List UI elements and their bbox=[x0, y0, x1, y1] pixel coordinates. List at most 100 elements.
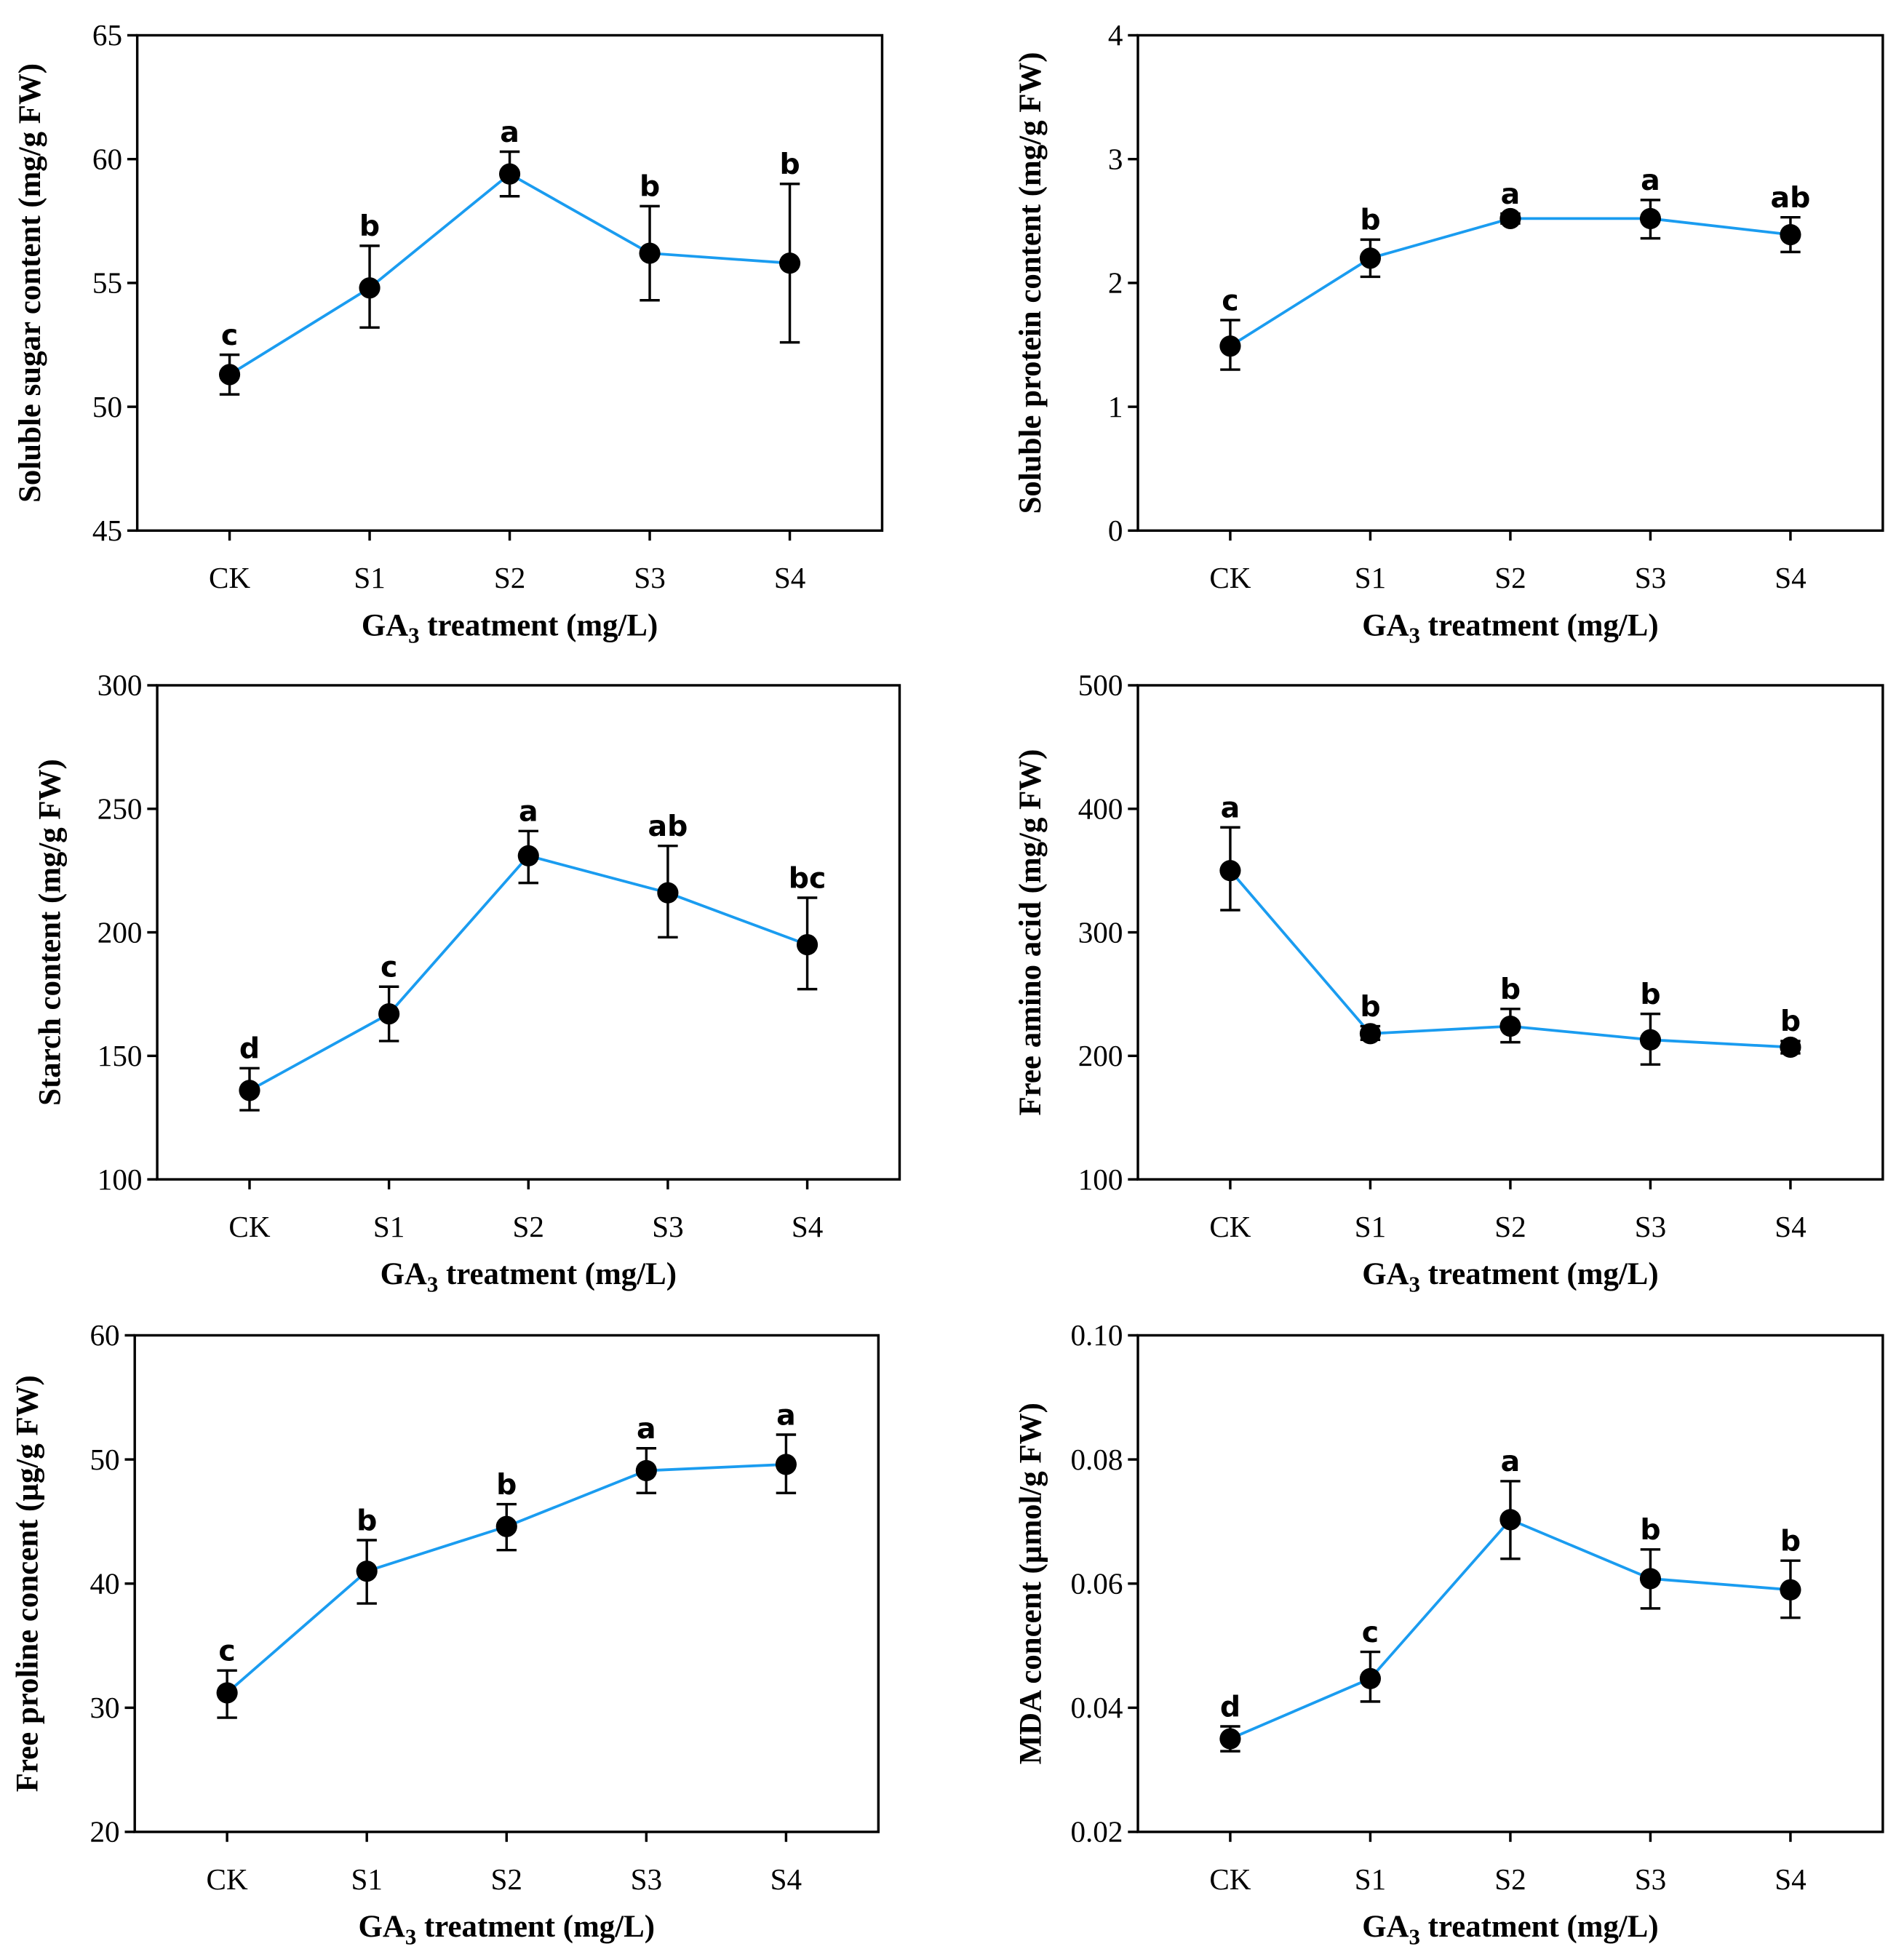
significance-letter: b bbox=[640, 170, 660, 204]
x-tick-label: S4 bbox=[774, 561, 805, 594]
x-axis-label-subscript: 3 bbox=[1409, 623, 1420, 648]
x-axis-label-part: GA bbox=[1362, 1257, 1409, 1291]
y-tick-label: 0.06 bbox=[1070, 1566, 1123, 1600]
significance-letter: a bbox=[519, 795, 538, 829]
x-tick-label: S3 bbox=[634, 561, 665, 594]
x-tick-label: S3 bbox=[1635, 561, 1666, 594]
significance-letter: d bbox=[1220, 1690, 1240, 1723]
x-axis-label-subscript: 3 bbox=[427, 1272, 438, 1296]
data-point bbox=[1219, 335, 1241, 357]
chart-panel-1: 45 50 55 60 65 CK S1 S2 S3 S4 GA3 treatment (mg/L)… bbox=[13, 18, 884, 648]
x-tick-label: S4 bbox=[792, 1210, 823, 1243]
data-point bbox=[635, 1459, 657, 1482]
data-point bbox=[356, 1561, 378, 1582]
x-tick-label: S3 bbox=[1635, 1210, 1666, 1243]
data-point bbox=[1499, 1016, 1521, 1037]
x-axis-label-part: GA bbox=[359, 1910, 405, 1944]
data-point bbox=[1499, 207, 1521, 229]
x-tick-label: CK bbox=[228, 1210, 270, 1243]
data-point bbox=[218, 364, 241, 386]
y-axis-label: Free proline concent (µg/g FW) bbox=[10, 1375, 44, 1792]
data-point bbox=[1780, 223, 1801, 246]
data-point bbox=[1219, 1728, 1241, 1750]
significance-letter: bc bbox=[789, 861, 826, 895]
significance-letter: b bbox=[1640, 978, 1660, 1011]
x-axis-label: GA3 treatment (mg/L) bbox=[362, 608, 658, 647]
data-point bbox=[239, 1080, 260, 1101]
x-axis-label-part: GA bbox=[362, 608, 408, 642]
series-line bbox=[249, 854, 808, 1092]
y-tick-label: 0 bbox=[1108, 514, 1123, 547]
significance-letter: b bbox=[359, 210, 380, 243]
x-tick-label: S3 bbox=[631, 1862, 662, 1896]
plot-frame bbox=[133, 1334, 880, 1833]
x-axis-label: GA3 treatment (mg/L) bbox=[1362, 608, 1658, 647]
y-tick-label: 30 bbox=[89, 1691, 119, 1724]
x-axis-label: GA3 treatment (mg/L) bbox=[381, 1257, 677, 1296]
y-axis-label: Free amino acid (mg/g FW) bbox=[1013, 749, 1048, 1116]
plot-frame bbox=[135, 33, 884, 533]
y-tick-label: 2 bbox=[1108, 266, 1123, 300]
x-axis-label-part: treatment (mg/L) bbox=[420, 608, 658, 642]
data-point bbox=[775, 1454, 797, 1475]
x-tick-label: S3 bbox=[652, 1210, 683, 1243]
x-axis-label-part: treatment (mg/L) bbox=[1420, 608, 1659, 642]
significance-letter: c bbox=[218, 1634, 235, 1667]
significance-letter: b bbox=[1500, 973, 1521, 1006]
x-tick-label: S2 bbox=[494, 561, 525, 594]
significance-letter: b bbox=[1780, 1005, 1801, 1038]
significance-letter: b bbox=[1360, 990, 1380, 1024]
x-tick-label: S4 bbox=[1774, 1862, 1806, 1896]
significance-letter: c bbox=[221, 319, 238, 352]
significance-letter: c bbox=[381, 951, 397, 984]
plot-frame bbox=[1136, 1334, 1884, 1833]
y-tick-label: 4 bbox=[1108, 18, 1123, 52]
x-tick-label: S2 bbox=[1494, 561, 1526, 594]
significance-letter: b bbox=[779, 148, 800, 181]
chart-panel-5: 20 30 40 50 60 CK S1 S2 S3 S4 GA3 treatment (mg/L)… bbox=[10, 1318, 880, 1949]
x-tick-label: CK bbox=[209, 561, 250, 594]
significance-letter: a bbox=[1221, 792, 1240, 825]
x-axis-label-subscript: 3 bbox=[1409, 1924, 1420, 1949]
significance-letter: ab bbox=[1771, 181, 1811, 215]
significance-letter: b bbox=[356, 1504, 377, 1537]
y-tick-label: 0.08 bbox=[1070, 1443, 1123, 1476]
y-tick-label: 3 bbox=[1108, 142, 1123, 175]
plot-frame bbox=[1136, 33, 1884, 533]
data-point bbox=[796, 933, 818, 956]
data-point bbox=[517, 845, 539, 866]
y-tick-label: 300 bbox=[1078, 915, 1123, 949]
significance-letter: a bbox=[1501, 1445, 1521, 1478]
y-tick-label: 1 bbox=[1108, 390, 1123, 423]
y-tick-label: 50 bbox=[92, 390, 122, 423]
data-point bbox=[657, 882, 679, 904]
significance-letter: a bbox=[500, 116, 519, 149]
y-tick-label: 200 bbox=[1078, 1039, 1123, 1072]
y-tick-label: 400 bbox=[1078, 792, 1123, 825]
x-tick-label: S4 bbox=[1774, 1210, 1806, 1243]
x-tick-label: S3 bbox=[1635, 1862, 1666, 1896]
x-axis-label-subscript: 3 bbox=[405, 1924, 416, 1949]
y-tick-label: 300 bbox=[97, 669, 143, 702]
x-axis-label-part: treatment (mg/L) bbox=[416, 1910, 655, 1944]
data-point bbox=[1359, 1667, 1382, 1689]
data-point bbox=[498, 163, 521, 185]
y-tick-label: 65 bbox=[92, 18, 122, 52]
significance-letter: a bbox=[1641, 164, 1660, 197]
data-point bbox=[1639, 1029, 1662, 1051]
x-axis-label-part: GA bbox=[381, 1257, 427, 1291]
y-axis-label: Soluble sugar content (mg/g FW) bbox=[13, 63, 47, 503]
x-axis-label: GA3 treatment (mg/L) bbox=[1362, 1257, 1658, 1296]
data-point bbox=[216, 1682, 238, 1704]
x-tick-label: S2 bbox=[513, 1210, 544, 1243]
y-tick-label: 100 bbox=[1078, 1163, 1123, 1196]
y-tick-label: 250 bbox=[97, 792, 143, 825]
data-point bbox=[1359, 247, 1382, 269]
y-tick-label: 60 bbox=[89, 1318, 119, 1352]
y-tick-label: 0.10 bbox=[1070, 1318, 1123, 1352]
data-point bbox=[778, 252, 801, 274]
x-tick-label: CK bbox=[207, 1862, 248, 1896]
x-tick-label: S2 bbox=[1494, 1862, 1526, 1896]
y-tick-label: 40 bbox=[89, 1566, 119, 1600]
